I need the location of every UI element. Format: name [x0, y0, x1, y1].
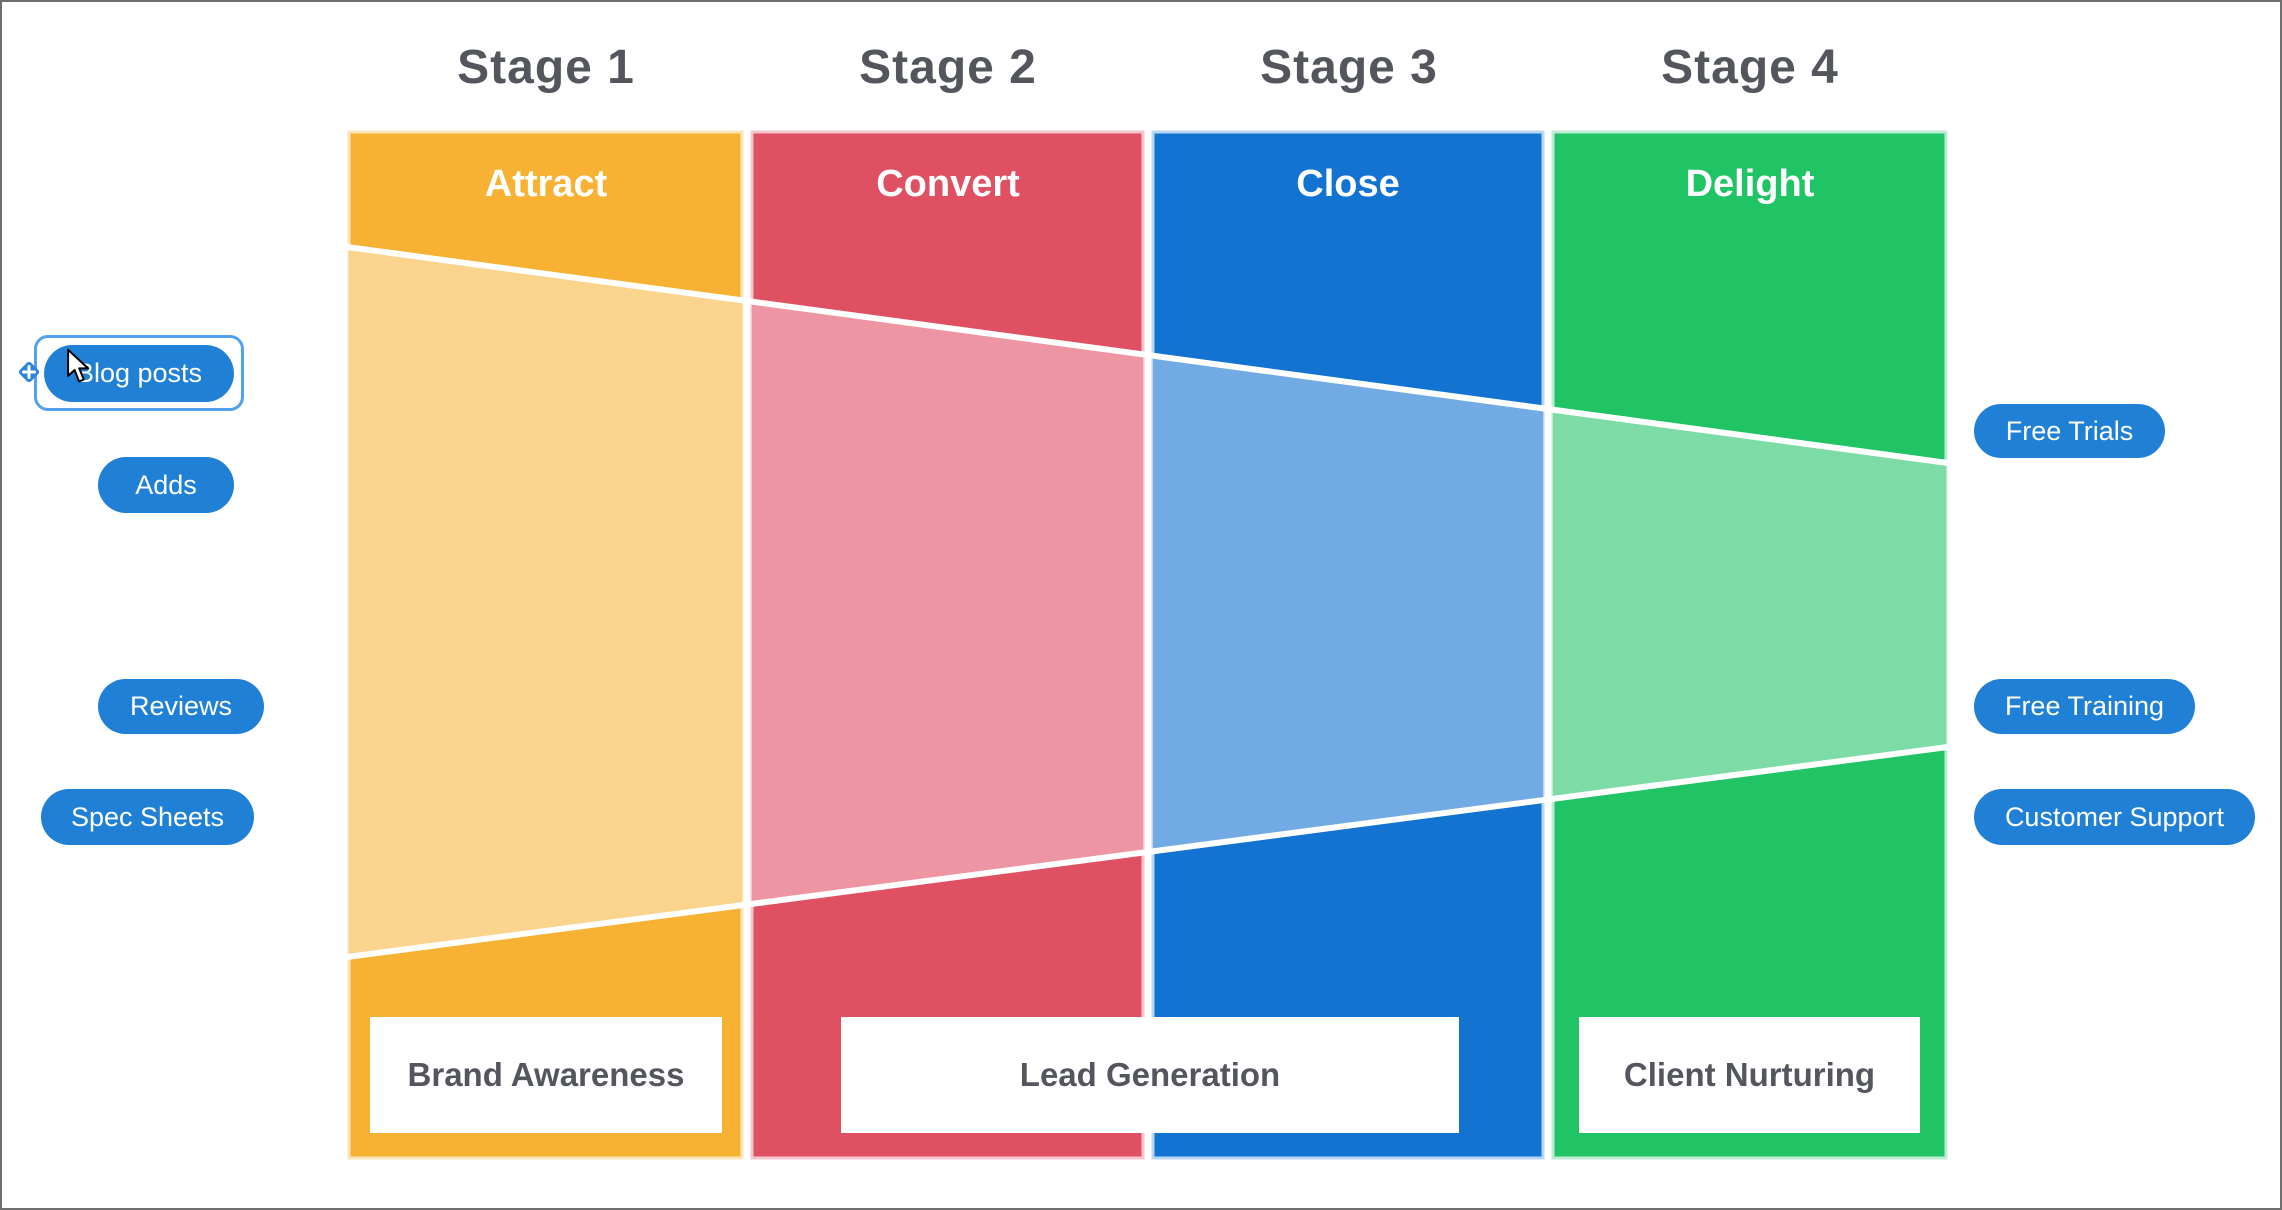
pill-adds[interactable]: Adds [98, 457, 234, 513]
funnel-band-attract[interactable] [349, 247, 742, 957]
column-convert[interactable] [750, 130, 1145, 1160]
funnel-band-close[interactable] [1153, 356, 1543, 851]
column-close[interactable] [1151, 130, 1545, 1160]
pill-customer-support[interactable]: Customer Support [1974, 789, 2255, 845]
stage-3-label[interactable]: Stage 3 [1260, 41, 1438, 94]
funnel-band-convert[interactable] [752, 302, 1143, 904]
column-delight[interactable] [1551, 130, 1948, 1160]
funnel-bottom-line [347, 744, 1948, 960]
funnel-band-delight[interactable] [1553, 410, 1946, 799]
label-box-client-nurturing[interactable]: Client Nurturing [1579, 1017, 1920, 1133]
pill-reviews[interactable]: Reviews [98, 679, 264, 734]
pill-free-trials[interactable]: Free Trials [1974, 404, 2165, 458]
funnel-top-line [347, 244, 1948, 466]
stage-4-label[interactable]: Stage 4 [1661, 41, 1839, 94]
column-header-close: Close [1296, 163, 1400, 205]
label-box-lead-generation[interactable]: Lead Generation [841, 1017, 1459, 1133]
funnel-graphic [347, 130, 1948, 1160]
column-attract[interactable] [347, 130, 744, 1160]
pill-free-training[interactable]: Free Training [1974, 679, 2195, 734]
column-header-attract: Attract [484, 163, 608, 205]
plus-icon[interactable] [16, 359, 42, 385]
column-header-delight: Delight [1685, 163, 1815, 205]
pill-spec-sheets[interactable]: Spec Sheets [41, 789, 254, 845]
label-box-brand-awareness[interactable]: Brand Awareness [370, 1017, 722, 1133]
stage-2-label[interactable]: Stage 2 [859, 41, 1037, 94]
arrow-cursor-icon [67, 348, 90, 383]
column-header-convert: Convert [876, 163, 1020, 205]
stage-1-label[interactable]: Stage 1 [457, 41, 635, 94]
